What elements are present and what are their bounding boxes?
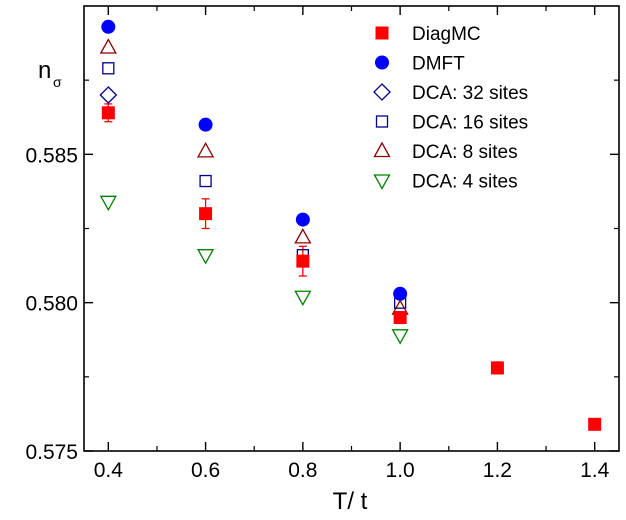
x-axis-title: T/ t (333, 488, 368, 515)
y-tick-label: 0.580 (25, 293, 78, 316)
data-point (196, 142, 215, 158)
x-tick-label: 1.4 (580, 459, 610, 482)
data-point (198, 117, 213, 132)
data-point (102, 62, 115, 75)
x-tick-label: 0.6 (191, 459, 220, 482)
legend-label: DCA: 8 sites (412, 142, 518, 163)
legend-marker (373, 141, 391, 158)
data-point (196, 249, 215, 265)
legend-marker (373, 174, 391, 190)
data-point (391, 329, 409, 345)
legend-marker (373, 83, 391, 101)
legend-label: DiagMC (412, 24, 481, 45)
x-tick-label: 0.8 (288, 459, 317, 482)
x-tick-label: 0.4 (94, 459, 124, 482)
data-point (199, 174, 212, 188)
axis-ticks (84, 6, 619, 452)
legend-marker (375, 55, 389, 70)
data-markers (99, 19, 602, 431)
plot-frame (83, 5, 620, 452)
y-tick-label: 0.575 (25, 441, 78, 464)
x-tick-label: 1.2 (483, 459, 512, 482)
data-point (99, 38, 117, 54)
data-point (294, 228, 312, 244)
x-tick-label: 1.0 (386, 459, 415, 482)
error-bars (104, 103, 599, 428)
data-point (101, 106, 115, 120)
data-point (490, 361, 504, 375)
legend-label: DCA: 16 sites (412, 113, 528, 134)
y-axis-title: n (38, 57, 51, 84)
data-point (393, 311, 407, 324)
legend-marker (375, 26, 389, 40)
data-point (295, 212, 310, 227)
legend-label: DCA: 4 sites (412, 172, 518, 193)
data-point (393, 286, 408, 301)
legend-label: DCA: 32 sites (412, 83, 528, 104)
legend: DiagMC DMFT DCA: 32 sites DCA: 16 sites DCA:… (373, 24, 528, 193)
data-point (99, 195, 117, 212)
data-point (101, 19, 116, 34)
legend-marker (375, 115, 389, 128)
data-point (99, 86, 118, 104)
y-tick-label: 0.585 (25, 144, 78, 167)
tick-labels: 0.4 0.6 0.8 1.0 1.2 1.4 0.575 0.580 0.585 (25, 144, 609, 482)
data-point (296, 254, 310, 268)
legend-label: DMFT (412, 54, 465, 75)
data-point (294, 290, 312, 307)
data-point (199, 207, 213, 221)
data-point (588, 417, 602, 431)
y-axis-title-subscript: σ (53, 74, 62, 90)
